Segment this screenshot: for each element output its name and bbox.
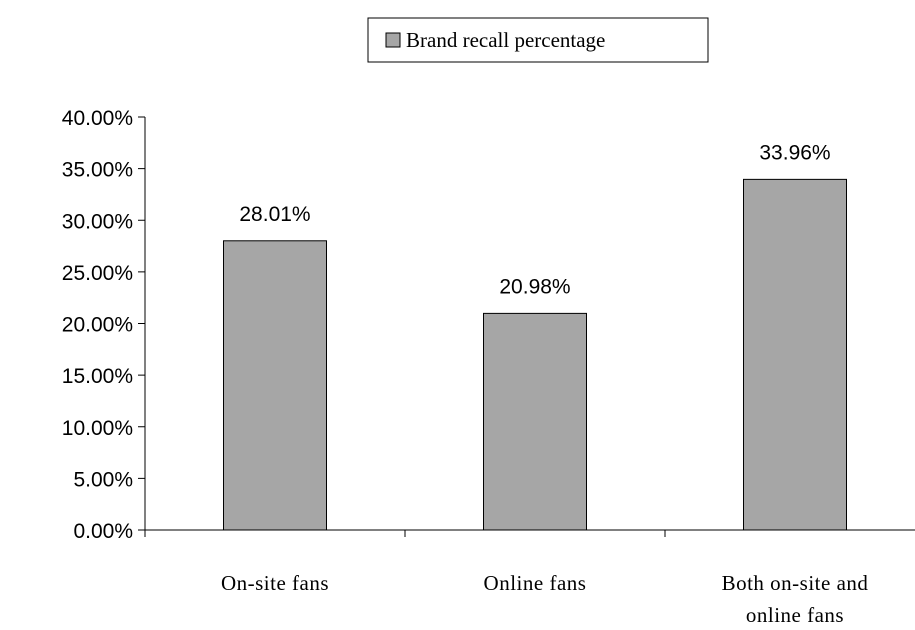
- legend-label: Brand recall percentage: [406, 28, 605, 52]
- y-tick-label: 5.00%: [73, 468, 133, 491]
- bars: [223, 178, 847, 531]
- y-tick-label: 0.00%: [73, 520, 133, 543]
- bar: [743, 178, 847, 531]
- category-label: Online fans: [484, 571, 587, 595]
- legend: Brand recall percentage: [367, 17, 709, 63]
- data-label: 20.98%: [499, 275, 570, 298]
- y-tick-label: 10.00%: [62, 417, 133, 440]
- y-tick-label: 20.00%: [62, 314, 133, 337]
- y-axis: 0.00% 5.00% 10.00% 15.00% 20.00% 25.00% 30.00%…: [62, 107, 146, 543]
- y-tick-label: 15.00%: [62, 365, 133, 388]
- y-tick-label: 25.00%: [62, 262, 133, 285]
- bar: [223, 240, 327, 531]
- data-labels: 28.01% 20.98% 33.96%: [239, 141, 830, 298]
- x-axis: [144, 529, 915, 537]
- data-label: 33.96%: [759, 141, 830, 164]
- data-label: 28.01%: [239, 203, 310, 226]
- bar: [483, 312, 587, 531]
- category-label: online fans: [746, 603, 844, 627]
- y-tick-label: 40.00%: [62, 107, 133, 130]
- y-tick-label: 30.00%: [62, 210, 133, 233]
- legend-box: [367, 17, 709, 63]
- y-tick-label: 35.00%: [62, 159, 133, 182]
- category-labels: On-site fans Online fans Both on-site and o…: [221, 571, 868, 627]
- legend-swatch: [385, 32, 401, 48]
- category-label: Both on-site and: [722, 571, 869, 595]
- category-label: On-site fans: [221, 571, 329, 595]
